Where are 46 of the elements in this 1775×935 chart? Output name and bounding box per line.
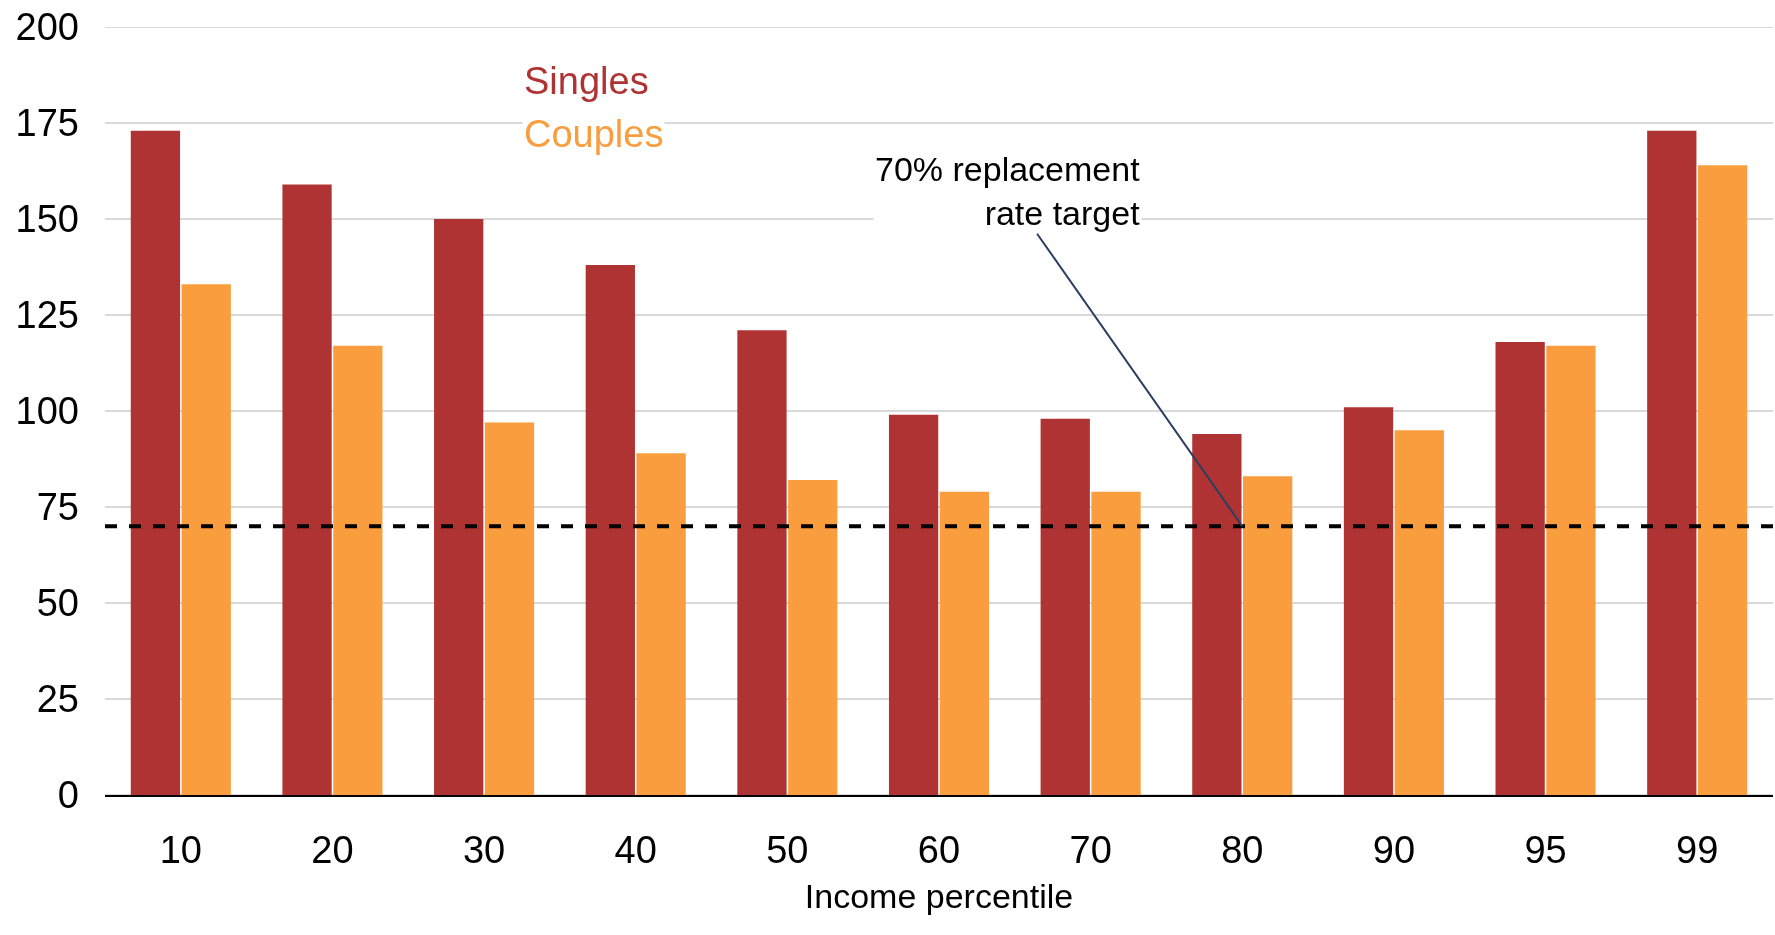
bar — [1040, 418, 1090, 795]
x-tick-label: 40 — [614, 828, 657, 871]
x-tick-label: 90 — [1372, 828, 1416, 871]
y-tick-label: 100 — [15, 390, 79, 433]
bar — [1091, 491, 1141, 795]
y-tick-label: 150 — [15, 198, 79, 241]
bar — [484, 422, 535, 795]
x-axis-title: Income percentile — [804, 877, 1074, 916]
bar — [585, 265, 635, 795]
x-tick-label: 30 — [462, 828, 506, 871]
text: Couples — [524, 113, 664, 155]
x-tick-label: 95 — [1524, 828, 1567, 871]
bar — [181, 284, 231, 795]
bar — [1192, 434, 1242, 795]
bar — [1495, 341, 1545, 795]
bar — [1243, 476, 1293, 795]
y-tick-label: 25 — [36, 678, 79, 721]
bar — [939, 491, 990, 795]
bar — [1546, 345, 1596, 795]
x-tick-label: 60 — [917, 828, 961, 871]
y-tick-label: 0 — [57, 774, 79, 817]
y-tick-label: 175 — [15, 102, 79, 145]
annotation: 70% replacement rate target — [875, 150, 1141, 233]
bar — [333, 345, 383, 795]
bar — [788, 480, 838, 795]
bar — [434, 219, 484, 795]
bar — [1343, 407, 1394, 795]
y-tick-label: 125 — [15, 294, 79, 337]
x-tick-label: 99 — [1676, 828, 1719, 871]
x-tick-label: 80 — [1221, 828, 1264, 871]
text: Singles — [524, 60, 649, 102]
bar — [130, 130, 181, 795]
bar — [888, 414, 939, 795]
bar — [636, 453, 686, 795]
y-tick-label: 75 — [36, 486, 79, 529]
y-tick-label: 200 — [15, 6, 79, 49]
bar — [282, 184, 332, 795]
bar — [737, 330, 787, 795]
y-tick-label: 50 — [36, 582, 79, 625]
bar — [1394, 430, 1444, 795]
bar — [1647, 130, 1697, 795]
x-tick-label: 50 — [766, 828, 809, 871]
x-tick-label: 20 — [311, 828, 354, 871]
x-tick-label: 10 — [159, 828, 202, 871]
x-tick-label: 70 — [1069, 828, 1112, 871]
bar — [1697, 165, 1748, 795]
